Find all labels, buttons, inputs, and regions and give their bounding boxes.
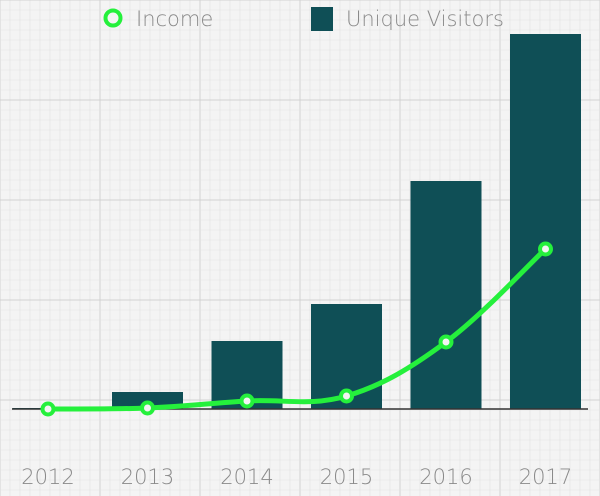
bar-2016 bbox=[410, 181, 482, 409]
income-legend-icon bbox=[103, 8, 123, 28]
x-tick-label-2012: 2012 bbox=[21, 465, 74, 489]
x-tick-label-2014: 2014 bbox=[220, 465, 273, 489]
income-point-2015 bbox=[339, 388, 354, 404]
x-tick-label-2016: 2016 bbox=[419, 465, 472, 489]
unique-visitors-legend-label: Unique Visitors bbox=[346, 7, 504, 31]
x-tick-label-2017: 2017 bbox=[519, 465, 572, 489]
unique-visitors-legend-icon bbox=[311, 7, 333, 31]
income-point-2017 bbox=[538, 241, 553, 257]
income-point-2012 bbox=[40, 401, 56, 417]
legend: Income Unique Visitors bbox=[103, 7, 504, 31]
income-point-2016 bbox=[438, 334, 454, 350]
income-point-2013 bbox=[140, 400, 155, 416]
x-tick-label-2015: 2015 bbox=[320, 465, 373, 489]
income-legend-label: Income bbox=[136, 7, 213, 31]
x-tick-label-2013: 2013 bbox=[121, 465, 174, 489]
income-point-2014 bbox=[239, 393, 255, 409]
x-axis-ticks: 2012 2013 2014 2015 2016 2017 bbox=[21, 465, 572, 489]
bar-series-unique-visitors bbox=[12, 34, 581, 409]
bar-2017 bbox=[510, 34, 581, 409]
line-series-income bbox=[40, 241, 553, 417]
